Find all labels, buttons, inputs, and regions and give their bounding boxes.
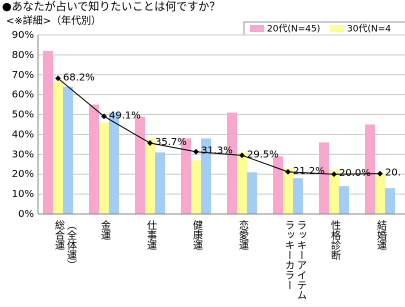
bar xyxy=(227,112,237,214)
y-tick-label: 40% xyxy=(12,129,34,140)
bar xyxy=(319,142,329,214)
bar xyxy=(89,104,99,214)
legend-label: 20代(N=45) xyxy=(267,24,320,35)
chart-subtitle: <※詳細>（年代別） xyxy=(6,14,101,27)
line-marker xyxy=(377,170,383,177)
bar xyxy=(375,174,385,214)
bar xyxy=(155,152,165,214)
bar xyxy=(339,186,349,214)
y-tick-label: 50% xyxy=(12,110,34,121)
bar xyxy=(293,178,303,214)
bar xyxy=(385,188,395,214)
y-tick-label: 90% xyxy=(12,30,34,41)
bar xyxy=(329,170,339,214)
bar xyxy=(201,138,211,214)
bar xyxy=(135,116,145,214)
line-marker xyxy=(193,148,199,155)
bar xyxy=(283,168,293,214)
bar xyxy=(63,86,73,214)
bar xyxy=(43,50,53,215)
bar xyxy=(365,124,375,214)
y-tick-label: 30% xyxy=(12,149,34,160)
x-tick-label: 総合運 xyxy=(53,219,65,250)
x-tick-label: 健康運 xyxy=(191,220,203,250)
line-marker xyxy=(101,113,107,120)
bar xyxy=(53,80,63,214)
bar xyxy=(191,160,201,214)
legend-label: 30代(N=4 xyxy=(347,24,391,35)
bar xyxy=(237,152,247,214)
y-tick-label: 60% xyxy=(12,90,34,101)
x-tick-label: ラッキーアイテム xyxy=(295,220,307,300)
data-label: 21.2% xyxy=(293,166,325,177)
data-label: 68.2% xyxy=(63,72,95,83)
data-label: 31.3% xyxy=(201,146,233,157)
x-tick-label: 恋愛運 xyxy=(237,219,249,250)
bar xyxy=(145,138,155,214)
line-marker xyxy=(239,152,245,159)
x-tick-label: 仕事運 xyxy=(145,219,157,250)
data-label: 20. xyxy=(385,168,401,179)
chart-title: ●あなたが占いで知りたいことは何ですか？ xyxy=(2,0,220,13)
bar xyxy=(109,112,119,214)
legend-swatch xyxy=(330,25,344,32)
line-marker xyxy=(285,169,291,175)
bar xyxy=(181,138,191,214)
data-label: 20.0% xyxy=(339,168,371,179)
bar xyxy=(247,172,257,214)
x-tick-label: （全体運） xyxy=(65,220,77,270)
x-tick-label: 結婚運 xyxy=(375,219,387,250)
data-label: 29.5% xyxy=(247,149,279,160)
bar xyxy=(273,156,283,214)
y-tick-label: 80% xyxy=(12,50,34,61)
legend-swatch xyxy=(250,25,264,32)
line-marker xyxy=(331,171,337,178)
total-line xyxy=(57,77,381,175)
x-tick-label: 性格診断 xyxy=(329,219,341,261)
x-tick-label: ラッキーカラー xyxy=(283,220,294,290)
bar xyxy=(99,122,109,214)
y-tick-label: 10% xyxy=(12,189,34,200)
data-label: 35.7% xyxy=(155,137,187,148)
y-tick-label: 0% xyxy=(18,209,34,220)
y-tick-label: 70% xyxy=(12,70,34,81)
x-tick-label: 金運 xyxy=(99,219,111,240)
line-marker xyxy=(147,140,153,146)
data-label: 49.1% xyxy=(109,110,141,121)
y-tick-label: 20% xyxy=(12,169,34,180)
